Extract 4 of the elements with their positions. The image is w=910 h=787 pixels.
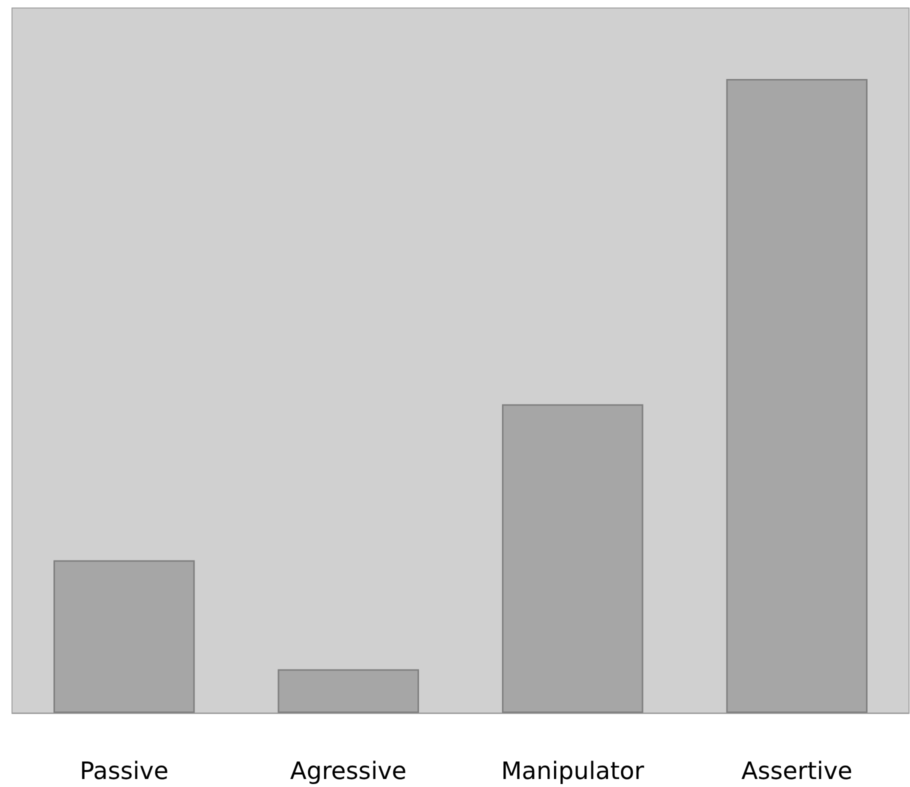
x-tick-label: Agressive bbox=[290, 757, 407, 785]
x-tick-label: Manipulator bbox=[501, 757, 644, 785]
x-tick-label: Passive bbox=[80, 757, 168, 785]
x-tick-label: Assertive bbox=[741, 757, 852, 785]
